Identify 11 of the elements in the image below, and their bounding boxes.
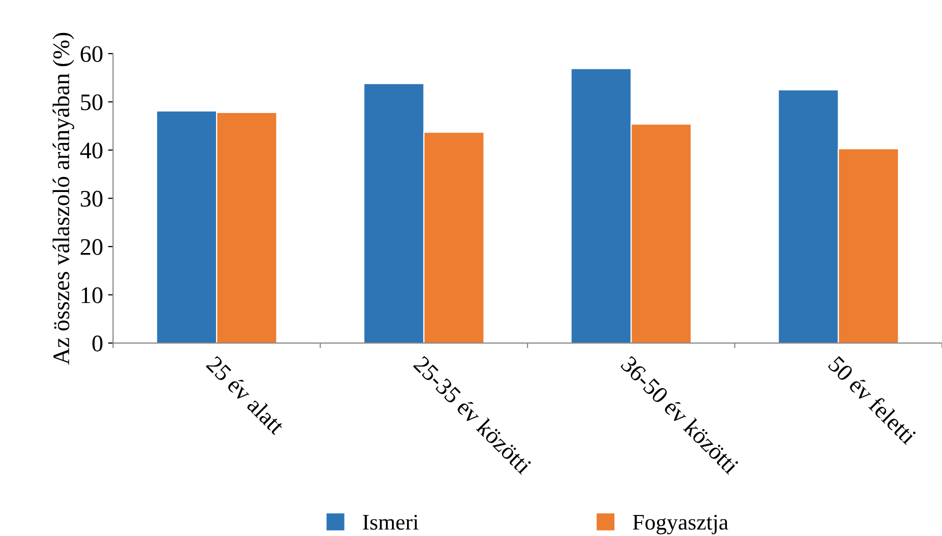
legend-label: Fogyasztja [632, 514, 728, 534]
y-tick-label: 20 [80, 239, 102, 255]
legend-label: Ismeri [362, 514, 418, 530]
y-tick-label: 10 [82, 287, 102, 304]
y-axis-title: Az összes válaszoló arányában (%) [52, 32, 74, 365]
y-tick-label: 30 [80, 190, 102, 207]
y-tick-label: 0 [92, 336, 102, 352]
y-tick-label: 60 [80, 46, 102, 62]
x-tick-label: 25 év alatt [206, 354, 286, 436]
y-tick-label: 50 [81, 94, 102, 110]
y-tick-label: 40 [80, 142, 102, 159]
